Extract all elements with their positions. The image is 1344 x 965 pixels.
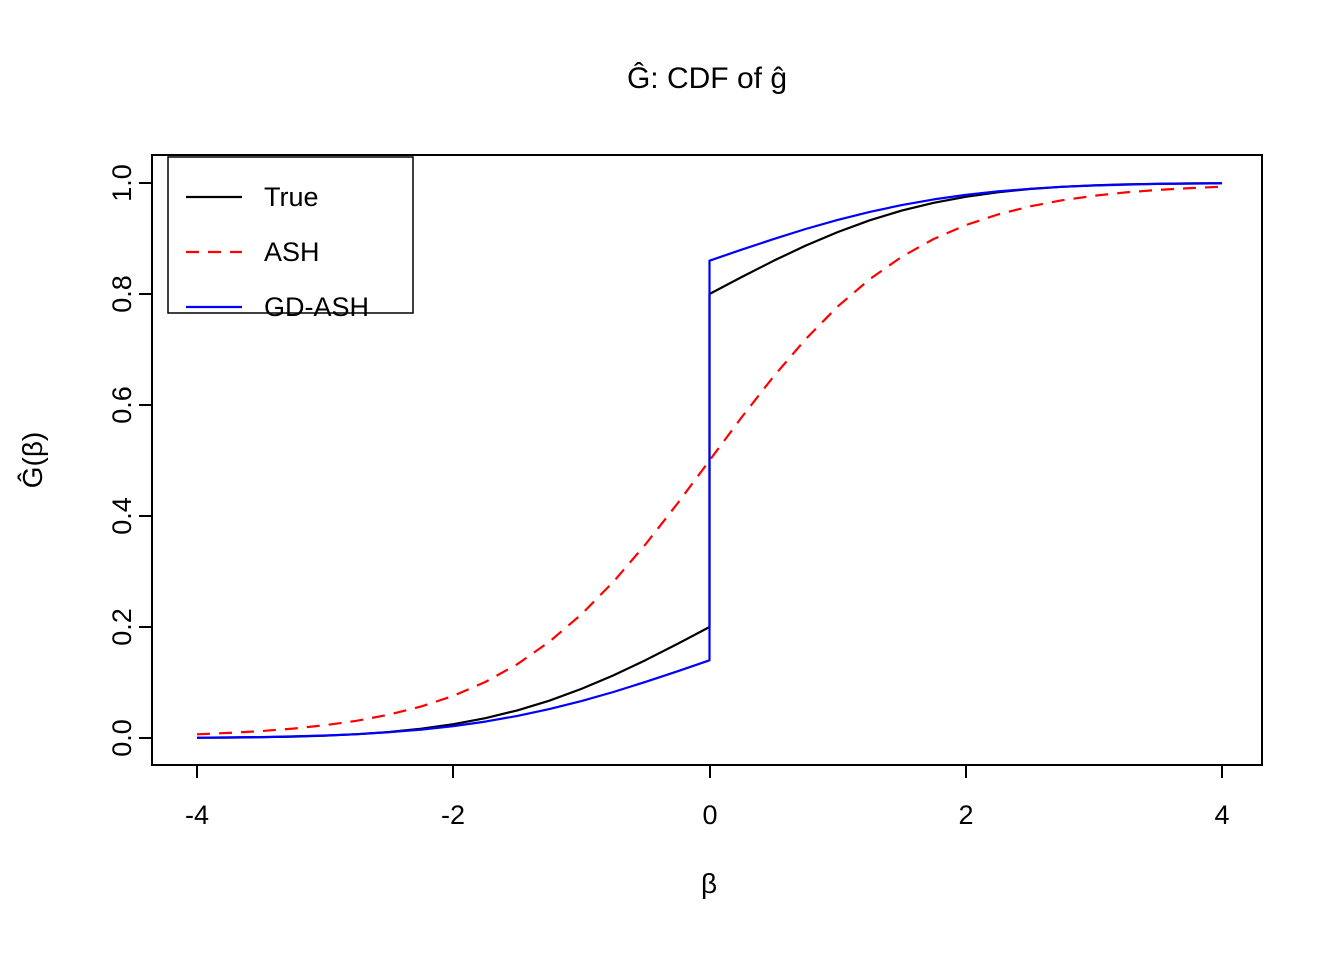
legend: True ASH GD-ASH <box>167 156 414 322</box>
x-tick-label: -2 <box>441 800 465 830</box>
y-tick-label: 0.8 <box>107 275 137 313</box>
legend-box <box>167 156 414 314</box>
x-tick-label: 0 <box>702 800 717 830</box>
x-tick-label: 2 <box>958 800 973 830</box>
y-axis-tick-labels: 0.0 0.2 0.4 0.6 0.8 1.0 <box>107 164 137 757</box>
series-line-gd-ash <box>196 182 1223 739</box>
chart-title: Ĝ: CDF of ĝ <box>627 61 787 95</box>
legend-label-ash: ASH <box>264 237 320 267</box>
legend-label-gd-ash: GD-ASH <box>264 292 369 322</box>
y-tick-label: 0.6 <box>107 386 137 424</box>
x-axis-ticks <box>196 765 1223 778</box>
legend-label-true: True <box>264 182 319 212</box>
y-tick-label: 0.2 <box>107 608 137 646</box>
plot-border <box>151 154 1263 766</box>
y-tick-label: 0.4 <box>107 497 137 535</box>
y-axis-ticks <box>139 182 152 739</box>
y-axis-label: Ĝ(β) <box>17 432 48 489</box>
x-tick-label: -4 <box>185 800 209 830</box>
y-tick-label: 0.0 <box>107 719 137 757</box>
series-group <box>196 182 1223 739</box>
x-tick-label: 4 <box>1214 800 1229 830</box>
x-axis-label: β <box>701 868 717 899</box>
y-tick-label: 1.0 <box>107 164 137 202</box>
x-axis-tick-labels: -4 -2 0 2 4 <box>185 800 1230 830</box>
